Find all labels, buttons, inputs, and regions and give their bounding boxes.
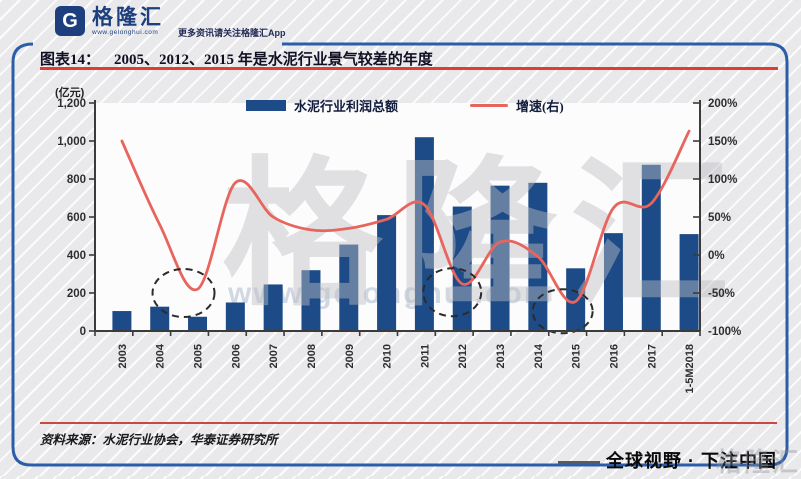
bar-2013 xyxy=(490,185,510,331)
bar-2004 xyxy=(150,306,170,331)
bar-2010 xyxy=(377,215,397,331)
bar-2009 xyxy=(339,244,359,331)
figure-title-label: 图表14： xyxy=(40,52,101,68)
bar-2015 xyxy=(566,268,586,331)
x-category-label: 2006 xyxy=(230,344,242,368)
watermark-big: 格隆汇 xyxy=(222,145,744,324)
title-underline xyxy=(40,67,778,70)
right-tick-label: 0% xyxy=(708,250,725,262)
bar-2006 xyxy=(225,302,245,331)
right-tick-label: 50% xyxy=(708,212,731,224)
legend-bar-label: 水泥行业利润总额 xyxy=(294,99,399,114)
bar-2008 xyxy=(301,270,321,331)
x-category-label: 2005 xyxy=(193,344,205,368)
right-tick-label: 100% xyxy=(708,174,737,186)
footer-watermark: 格隆汇 xyxy=(716,447,801,477)
x-category-label: 2013 xyxy=(495,344,507,368)
x-category-label: 2015 xyxy=(571,344,583,368)
bar-2005 xyxy=(188,316,208,331)
x-category-label: 2003 xyxy=(117,344,129,368)
left-tick-label: 200 xyxy=(67,288,86,300)
logo-url: www.gelonghui.com xyxy=(92,29,159,37)
x-category-label: 2017 xyxy=(646,344,658,368)
source-text: 资料来源：水泥行业协会，华泰证券研究所 xyxy=(40,433,278,447)
bar-2003 xyxy=(112,311,132,331)
legend-line-swatch xyxy=(470,104,509,107)
bar-2007 xyxy=(263,284,283,331)
x-category-label: 2012 xyxy=(457,344,469,368)
logo-g-icon: G xyxy=(55,6,85,36)
legend-item-profit: 水泥行业利润总额 xyxy=(246,96,398,115)
left-tick-label: 0 xyxy=(80,326,86,338)
figure-title-text: 2005、2012、2015 年是水泥行业景气较差的年度 xyxy=(114,52,433,68)
left-tick-label: 1,200 xyxy=(57,98,86,110)
logo-wordmark: 格隆汇 xyxy=(92,6,164,29)
left-tick-label: 800 xyxy=(67,174,86,186)
x-category-label: 2004 xyxy=(155,343,167,368)
footer-dash xyxy=(558,461,600,464)
x-category-label: 1-5M2018 xyxy=(684,344,696,394)
left-axis-unit-label: (亿元) xyxy=(55,87,85,99)
x-category-label: 2009 xyxy=(344,344,356,368)
chart-legend: 水泥行业利润总额 增速(右) xyxy=(246,96,564,115)
right-tick-label: 150% xyxy=(708,136,737,148)
x-category-label: 2007 xyxy=(268,344,280,368)
highlight-circle-2015 xyxy=(531,288,594,335)
left-tick-label: 1,000 xyxy=(57,136,86,148)
left-tick-label: 600 xyxy=(67,212,86,224)
right-tick-label: -100% xyxy=(708,326,741,338)
bar-2011 xyxy=(414,137,434,331)
x-category-label: 2008 xyxy=(306,344,318,368)
left-tick-label: 400 xyxy=(67,250,86,262)
footer-slogan: 全球视野 · 下注中国 xyxy=(606,451,777,471)
figure-title: 图表14： 2005、2012、2015 年是水泥行业景气较差的年度 xyxy=(40,48,433,69)
right-tick-label: -50% xyxy=(708,288,735,300)
highlight-circle-2012 xyxy=(422,267,483,318)
legend-bar-swatch xyxy=(246,100,286,111)
logo-letter: G xyxy=(62,10,78,32)
growth-line xyxy=(120,129,691,304)
bar-2016 xyxy=(603,233,623,331)
x-category-label: 2014 xyxy=(533,343,545,368)
x-category-label: 2011 xyxy=(419,344,431,368)
right-tick-label: 200% xyxy=(708,98,737,110)
highlight-circle-2005 xyxy=(151,268,216,318)
source-separator-line xyxy=(40,422,777,424)
bar-1-5M2018 xyxy=(679,234,699,331)
legend-line-label: 增速(右) xyxy=(516,99,564,114)
legend-item-growth: 增速(右) xyxy=(470,96,564,115)
x-category-label: 2016 xyxy=(608,344,620,368)
plot-area xyxy=(95,103,700,331)
gelonghui-logo: G 格隆汇 www.gelonghui.com 更多资讯请关注格隆汇App xyxy=(55,6,286,39)
logo-slogan: 更多资讯请关注格隆汇App xyxy=(178,28,286,38)
x-category-label: 2010 xyxy=(382,344,394,368)
